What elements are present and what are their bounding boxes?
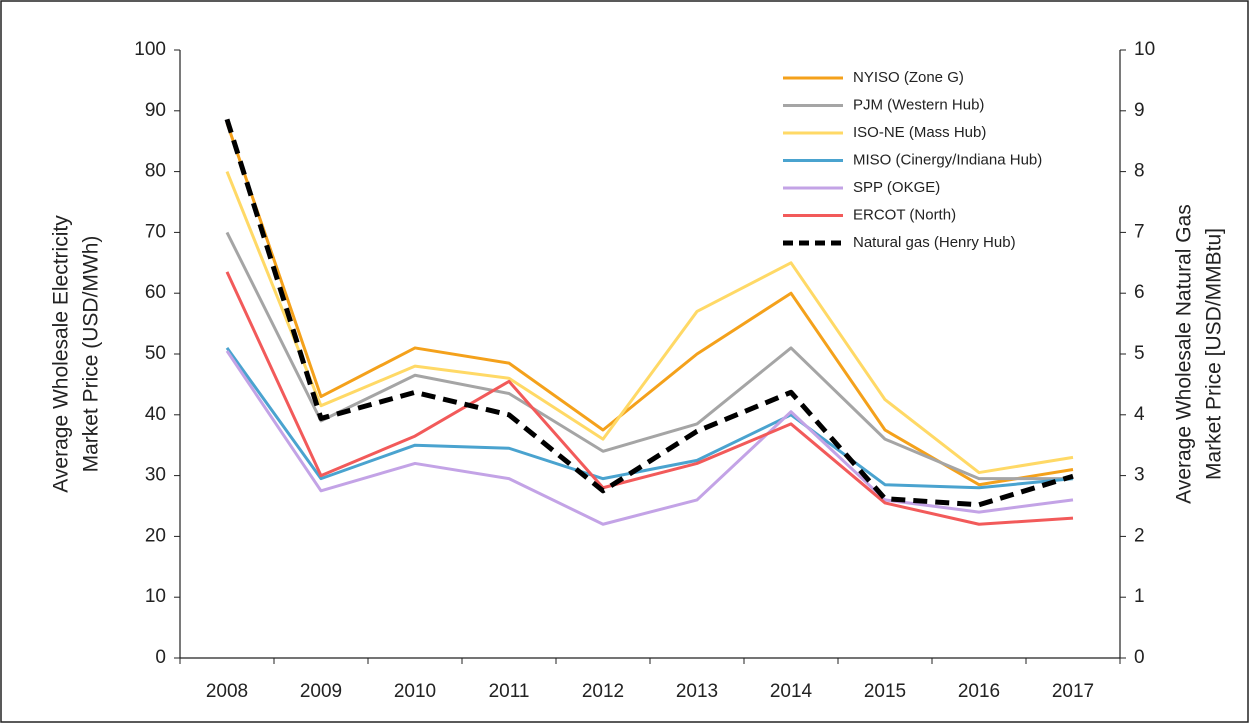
y2-tick-label: 3 (1134, 465, 1145, 486)
x-tick-label: 2017 (1052, 681, 1094, 702)
legend: NYISO (Zone G) PJM (Western Hub) ISO-NE (M… (783, 69, 1042, 251)
legend-label: NYISO (Zone G) (853, 69, 964, 86)
series-line (225, 347, 1074, 490)
series-line (225, 231, 1073, 481)
y-axis-label: Market Price (USD/MWh) (80, 236, 103, 473)
y-tick-label: 10 (145, 586, 166, 607)
series-line (224, 118, 1074, 508)
y2-tick-label: 5 (1134, 343, 1145, 364)
y-tick-label: 80 (145, 161, 166, 182)
x-tick-label: 2011 (489, 681, 530, 702)
legend-label: PJM (Western Hub) (853, 96, 984, 113)
x-tick-label: 2009 (300, 681, 342, 702)
y2-tick-label: 10 (1134, 39, 1155, 60)
y2-axis-label: Average Wholesale Natural Gas (1173, 204, 1196, 504)
y-tick-label: 90 (145, 100, 166, 121)
series-line (225, 350, 1074, 526)
x-tick-label: 2014 (770, 681, 813, 702)
legend-label: ISO-NE (Mass Hub) (853, 124, 986, 141)
x-tick-label: 2013 (676, 681, 718, 702)
x-tick-label: 2016 (958, 681, 1000, 702)
series-line (225, 171, 1074, 475)
x-tick-label: 2008 (206, 681, 248, 702)
legend-label: ERCOT (North) (853, 206, 956, 223)
y2-tick-label: 7 (1134, 221, 1145, 242)
y-tick-label: 70 (145, 221, 166, 242)
y-tick-label: 100 (134, 39, 166, 60)
y-tick-label: 40 (145, 404, 166, 425)
legend-label: SPP (OKGE) (853, 179, 940, 196)
y2-tick-label: 2 (1134, 525, 1145, 546)
y-tick-label: 50 (145, 343, 166, 364)
y-tick-label: 0 (155, 647, 166, 668)
legend-label: Natural gas (Henry Hub) (853, 234, 1016, 251)
y-axis-label: Average Wholesale Electricity (50, 215, 73, 493)
series-line (225, 271, 1074, 526)
y-tick-label: 20 (145, 525, 166, 546)
legend-label: MISO (Cinergy/Indiana Hub) (853, 151, 1042, 168)
y-tick-label: 30 (145, 465, 166, 486)
y2-tick-label: 1 (1134, 586, 1145, 607)
x-tick-label: 2015 (864, 681, 906, 702)
y2-tick-label: 0 (1134, 647, 1145, 668)
x-tick-label: 2012 (582, 681, 624, 702)
y-tick-label: 60 (145, 282, 166, 303)
y2-tick-label: 4 (1134, 404, 1145, 425)
y2-tick-label: 6 (1134, 282, 1145, 303)
y2-axis-label: Market Price [USD/MMBtu] (1203, 228, 1226, 480)
y2-tick-label: 8 (1134, 161, 1145, 182)
y2-tick-label: 9 (1134, 100, 1145, 121)
x-tick-label: 2010 (394, 681, 436, 702)
